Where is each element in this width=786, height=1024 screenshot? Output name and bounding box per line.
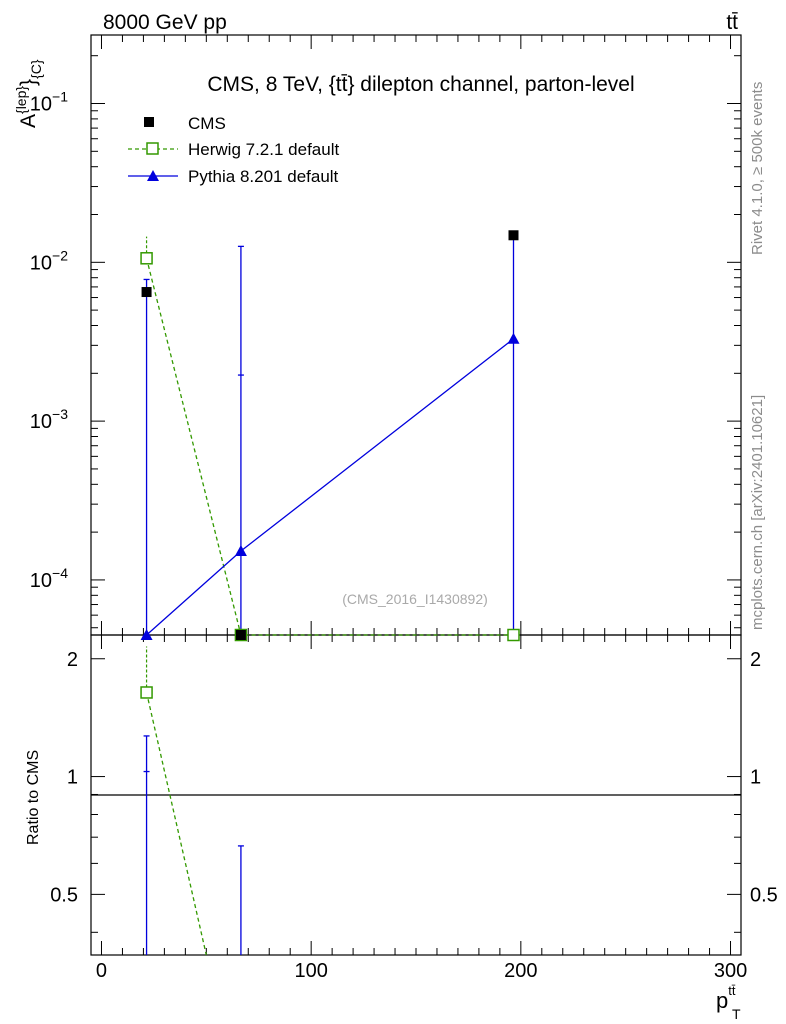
rivet-label: Rivet 4.1.0, ≥ 500k events [749,82,766,255]
y-tick-label-exponent: −3 [52,406,68,422]
herwig-line [145,258,514,636]
ratio-y-tick-label-right: 1 [750,767,761,789]
y-tick-label: 10−2 [30,247,68,274]
y-tick-label-base: 10 [30,94,52,116]
herwig-marker [507,628,520,642]
y-tick-label: 10−4 [30,565,68,592]
y-tick-label-exponent: −2 [52,247,68,263]
legend-marker-herwig [146,142,159,155]
svg-text:ptt̄: ptt̄ [716,983,736,1013]
herwig-ratio-line [145,692,207,956]
source-label: mcplots.cern.ch [arXiv:2401.10621] [749,395,766,630]
y-axis-label-tail: } [17,79,40,86]
cms-marker [508,230,519,241]
y-tick-label-base: 10 [30,252,52,274]
y-tick-label: 10−3 [30,406,68,433]
ratio-y-tick-label: 2 [67,649,78,671]
y-tick-label: 10−1 [30,89,68,116]
cms-marker [235,630,246,640]
y-tick-label-exponent: −1 [52,89,68,105]
herwig-marker [140,252,153,265]
pythia-marker [234,545,247,557]
ratio-y-tick-label: 0.5 [50,884,78,906]
ratio-y-axis-label: Ratio to CMS [25,750,42,845]
cms-marker [141,287,152,298]
legend-marker-cms [144,117,154,127]
process-label: tt̄ [726,11,738,34]
x-tick-label: 0 [96,960,107,982]
y-tick-label-base: 10 [30,570,52,592]
energy-label: 8000 GeV pp [103,11,227,34]
x-tick-label: 100 [294,960,327,982]
y-axis-label-main: A [17,114,40,128]
svg-text:A{lep}}{C}: A{lep}}{C} [13,59,44,128]
pythia-marker [507,332,520,344]
legend-label-pythia: Pythia 8.201 default [188,167,339,186]
main-plot-area [140,230,520,642]
ratio-plot-area [140,646,244,956]
y-axis-label-sup: {lep} [13,86,29,114]
chart-title: CMS, 8 TeV, {tt̄} dilepton channel, part… [207,73,634,96]
legend: CMS Herwig 7.2.1 default Pythia 8.201 de… [128,114,339,186]
x-axis-label-sub: T [732,1006,741,1022]
x-tick-label: 200 [504,960,537,982]
x-axis-label-sup: tt̄ [728,983,736,998]
y-tick-label-exponent: −4 [52,565,68,581]
herwig-ratio-marker [140,686,153,699]
ratio-y-tick-label: 1 [67,767,78,789]
ratio-y-tick-label-right: 2 [750,649,761,671]
y-tick-label-base: 10 [30,411,52,433]
x-axis-label: ptt̄ T [716,983,741,1022]
x-tick-label: 300 [714,960,747,982]
legend-marker-pythia [147,170,159,181]
y-axis-label-sub: {C} [28,59,44,79]
ratio-y-tick-label-right: 0.5 [750,884,778,906]
pythia-marker [140,629,153,640]
legend-label-cms: CMS [188,114,226,133]
y-axis-label: A{lep}}{C} [13,59,44,128]
analysis-watermark: (CMS_2016_I1430892) [342,591,488,607]
x-axis-label-main: p [716,988,728,1013]
legend-label-herwig: Herwig 7.2.1 default [188,140,339,159]
